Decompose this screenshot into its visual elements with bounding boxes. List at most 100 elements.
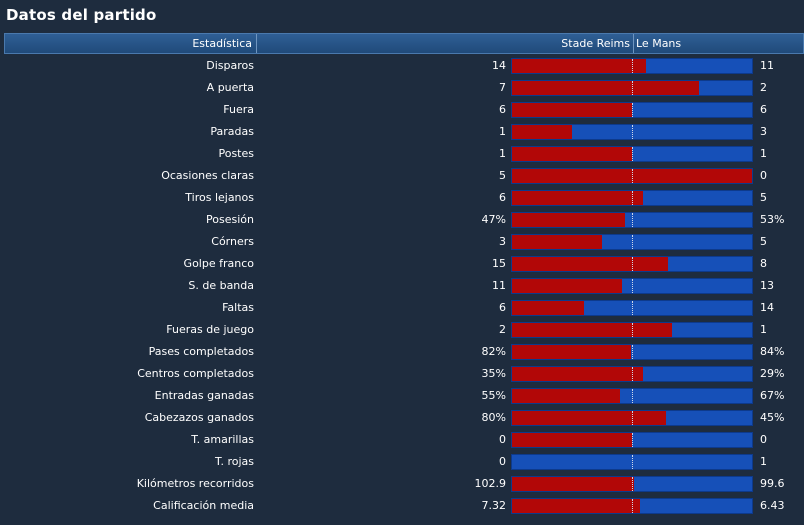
header-home-team[interactable]: Stade Reims (257, 34, 634, 53)
away-value: 3 (760, 125, 767, 138)
stat-label: Centros completados (137, 367, 254, 380)
stat-row: Calificación media 7.32 6.43 (0, 495, 804, 517)
comparison-bar (511, 322, 753, 338)
stat-label: Cabezazos ganados (144, 411, 254, 424)
comparison-bar (511, 124, 753, 140)
stat-row: Ocasiones claras 5 0 (0, 165, 804, 187)
stat-row: Córners 3 5 (0, 231, 804, 253)
comparison-bar (511, 344, 753, 360)
stat-label: T. amarillas (191, 433, 254, 446)
comparison-bar (511, 388, 753, 404)
bar-midline (632, 213, 633, 227)
stat-label: Paradas (210, 125, 254, 138)
stat-label: T. rojas (215, 455, 254, 468)
home-value: 0 (499, 455, 506, 468)
home-share-fill (512, 477, 634, 491)
away-value: 13 (760, 279, 774, 292)
stat-label: Córners (211, 235, 254, 248)
bar-midline (632, 367, 633, 381)
home-share-fill (512, 323, 672, 337)
bar-midline (632, 235, 633, 249)
stat-label: Golpe franco (183, 257, 254, 270)
home-share-fill (512, 279, 622, 293)
home-share-fill (512, 367, 643, 381)
comparison-bar (511, 366, 753, 382)
away-value: 53% (760, 213, 785, 226)
comparison-bar (511, 476, 753, 492)
home-value: 2 (499, 323, 506, 336)
home-value: 5 (499, 169, 506, 182)
home-value: 47% (481, 213, 506, 226)
bar-midline (632, 389, 633, 403)
stat-row: Fueras de juego 2 1 (0, 319, 804, 341)
stat-row: Centros completados 35% 29% (0, 363, 804, 385)
bar-midline (632, 103, 633, 117)
home-value: 3 (499, 235, 506, 248)
home-value: 6 (499, 191, 506, 204)
bar-midline (632, 433, 633, 447)
home-value: 7 (499, 81, 506, 94)
stat-label: Disparos (206, 59, 254, 72)
away-value: 1 (760, 147, 767, 160)
home-share-fill (512, 389, 620, 403)
stat-row: Entradas ganadas 55% 67% (0, 385, 804, 407)
home-share-fill (512, 235, 602, 249)
bar-midline (632, 257, 633, 271)
bar-midline (632, 323, 633, 337)
stat-row: Tiros lejanos 6 5 (0, 187, 804, 209)
away-value: 11 (760, 59, 774, 72)
comparison-bar (511, 256, 753, 272)
stat-row: T. rojas 0 1 (0, 451, 804, 473)
away-value: 45% (760, 411, 785, 424)
stats-list: Disparos 14 11 A puerta 7 2 Fuera 6 6 Paradas 1 3 Po… (0, 55, 804, 517)
away-value: 0 (760, 169, 767, 182)
home-share-fill (512, 81, 699, 95)
bar-midline (632, 147, 633, 161)
comparison-bar (511, 168, 753, 184)
home-value: 15 (492, 257, 506, 270)
comparison-bar (511, 278, 753, 294)
home-share-fill (512, 147, 632, 161)
home-share-fill (512, 411, 666, 425)
away-value: 1 (760, 455, 767, 468)
away-value: 1 (760, 323, 767, 336)
comparison-bar (511, 432, 753, 448)
home-share-fill (512, 499, 640, 513)
stat-row: Golpe franco 15 8 (0, 253, 804, 275)
stat-row: Paradas 1 3 (0, 121, 804, 143)
comparison-bar (511, 58, 753, 74)
header-stat-column[interactable]: Estadística (5, 34, 257, 53)
home-share-fill (512, 59, 646, 73)
stat-row: Kilómetros recorridos 102.9 99.6 (0, 473, 804, 495)
stat-label: S. de banda (188, 279, 254, 292)
home-share-fill (512, 345, 631, 359)
comparison-bar (511, 234, 753, 250)
stat-label: Fuera (223, 103, 254, 116)
stat-row: Cabezazos ganados 80% 45% (0, 407, 804, 429)
home-share-fill (512, 257, 668, 271)
away-value: 67% (760, 389, 785, 402)
stat-label: A puerta (206, 81, 254, 94)
away-value: 14 (760, 301, 774, 314)
stat-label: Faltas (222, 301, 254, 314)
away-value: 8 (760, 257, 767, 270)
stat-row: Postes 1 1 (0, 143, 804, 165)
stat-row: Disparos 14 11 (0, 55, 804, 77)
home-value: 102.9 (474, 477, 507, 490)
header-away-team[interactable]: Le Mans (636, 37, 682, 50)
comparison-bar (511, 80, 753, 96)
bar-midline (632, 81, 633, 95)
bar-midline (632, 477, 633, 491)
panel-title: Datos del partido (6, 6, 157, 24)
home-value: 7.32 (481, 499, 507, 512)
stat-label: Posesión (206, 213, 254, 226)
home-value: 80% (481, 411, 506, 424)
away-value: 0 (760, 433, 767, 446)
bar-midline (632, 125, 633, 139)
stat-row: T. amarillas 0 0 (0, 429, 804, 451)
bar-midline (632, 279, 633, 293)
stat-label: Entradas ganadas (154, 389, 254, 402)
home-value: 1 (499, 125, 506, 138)
stat-row: A puerta 7 2 (0, 77, 804, 99)
stat-row: Pases completados 82% 84% (0, 341, 804, 363)
